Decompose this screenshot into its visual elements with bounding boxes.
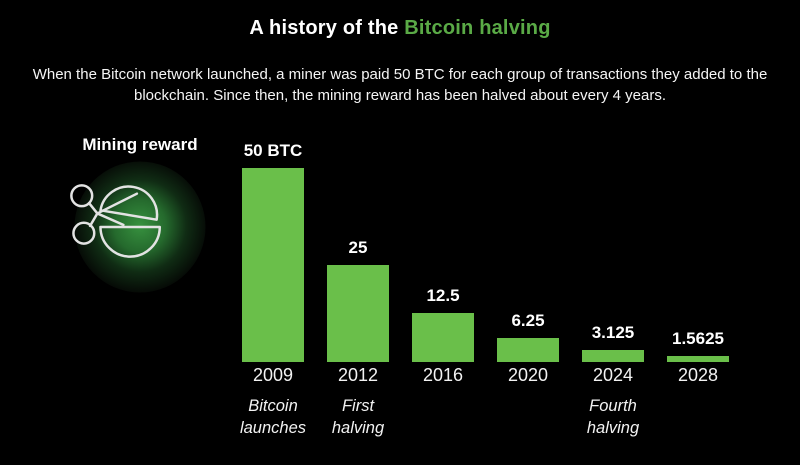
scissors-cutting-coin-icon	[70, 161, 206, 293]
scissors-handle-bottom	[72, 221, 96, 245]
page-title-highlight: Bitcoin halving	[404, 17, 551, 39]
x-axis-label-2020: 2020	[507, 365, 549, 385]
annotation-2009-line-1: Bitcoin	[248, 397, 298, 415]
annotation-2012-line-1: First	[341, 397, 375, 415]
bar-value-label-2024: 3.125	[591, 323, 635, 342]
bar-2020	[497, 338, 559, 362]
coin-bottom-half	[99, 225, 162, 258]
page-title: A history of the Bitcoin halving	[0, 17, 800, 40]
x-axis-label-2016: 2016	[422, 365, 464, 385]
bar-value-label-2009: 50 BTC	[243, 141, 303, 160]
scissors-blade-bottom	[96, 212, 125, 227]
bar-2028	[667, 356, 729, 362]
annotation-2024-line-2: halving	[586, 419, 640, 437]
bar-value-label-2020: 6.25	[511, 311, 545, 330]
page-subtitle: When the Bitcoin network launched, a min…	[32, 66, 768, 105]
bar-value-label-2028: 1.5625	[672, 329, 724, 348]
bar-2016	[412, 313, 474, 362]
legend-label: Mining reward	[82, 135, 198, 154]
bar-2012	[327, 265, 389, 362]
annotation-2009-line-2: launches	[239, 419, 307, 437]
x-axis-label-2024: 2024	[592, 365, 634, 385]
x-axis-label-2012: 2012	[337, 365, 379, 385]
bar-value-label-2012: 25	[348, 238, 368, 257]
scissors-handle-top	[70, 184, 94, 208]
annotation-2012-line-2: halving	[331, 419, 385, 437]
annotation-2024-line-1: Fourth	[589, 397, 637, 415]
bar-2009	[242, 168, 304, 362]
page-title-prefix: A history of the	[249, 17, 405, 39]
bar-value-label-2016: 12.5	[426, 286, 460, 305]
x-axis-label-2028: 2028	[677, 365, 719, 385]
coin-top-half	[99, 185, 159, 221]
bar-2024	[582, 350, 644, 362]
x-axis-label-2009: 2009	[252, 365, 294, 385]
